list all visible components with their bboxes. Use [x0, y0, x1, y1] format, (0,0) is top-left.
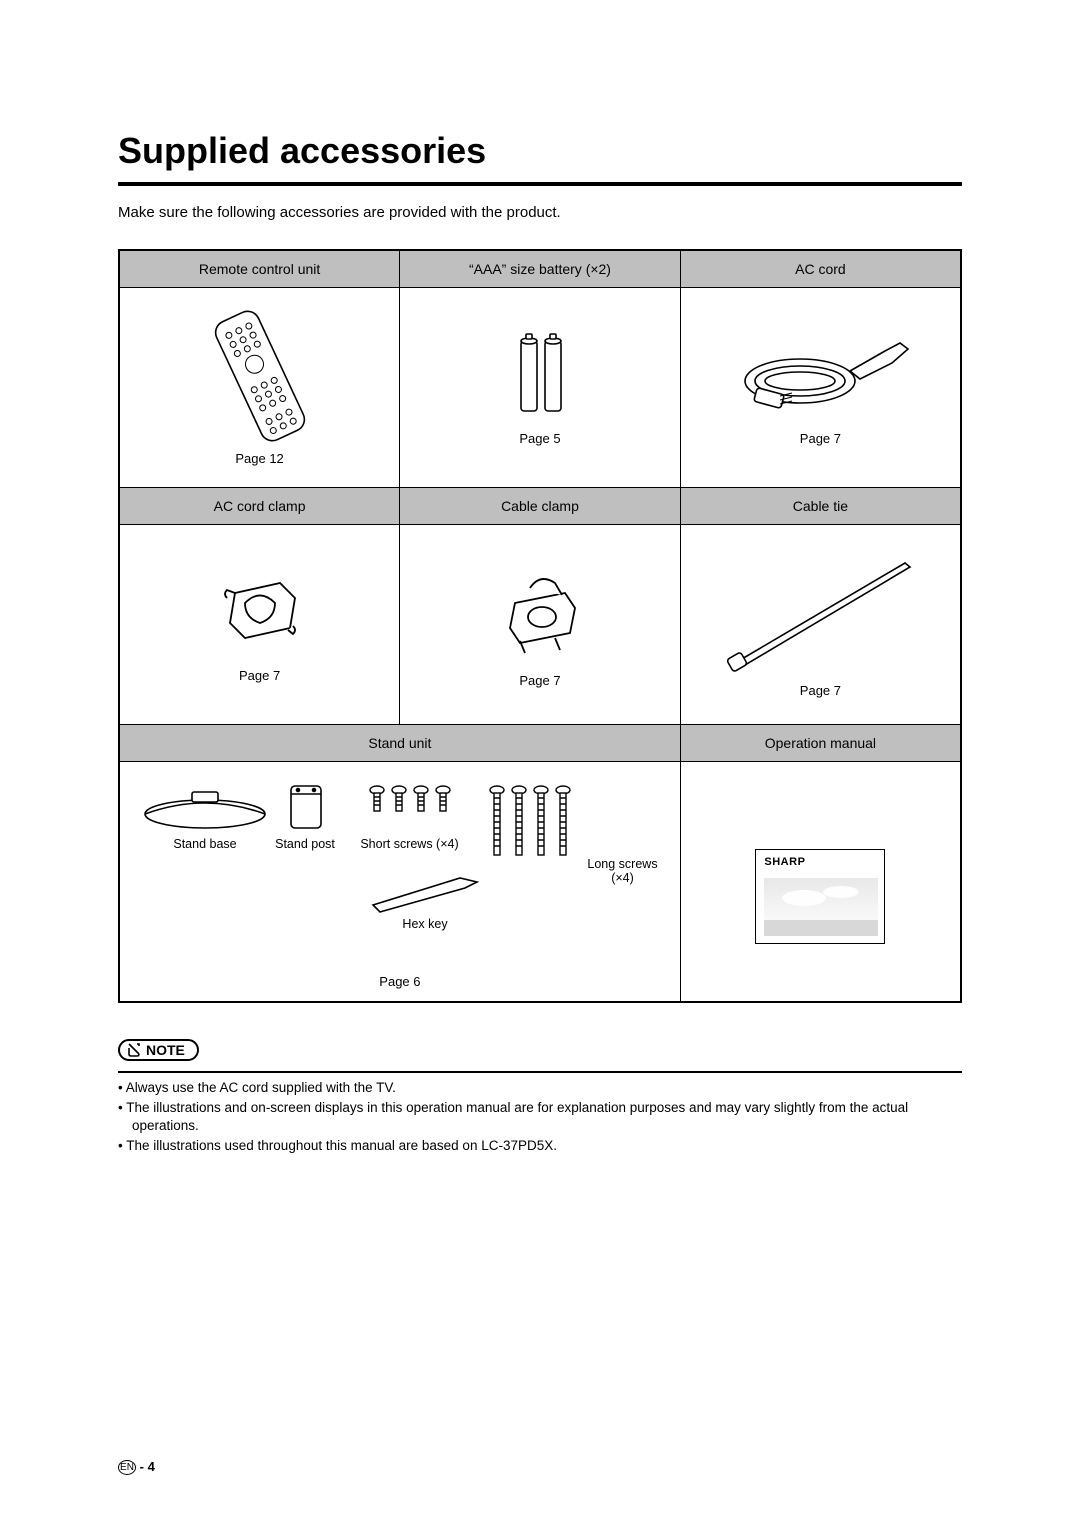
- note-item: The illustrations and on-screen displays…: [118, 1099, 962, 1135]
- page-ref-remote: Page 12: [120, 451, 399, 474]
- header-cable-tie: Cable tie: [680, 488, 961, 525]
- note-rule: [118, 1071, 962, 1073]
- page-ref-ac-cord: Page 7: [681, 431, 960, 454]
- stand-base-icon: [140, 782, 270, 832]
- header-cable-clamp: Cable clamp: [400, 488, 681, 525]
- cell-manual: SHARP: [680, 762, 961, 1002]
- note-icon: [126, 1042, 142, 1058]
- note-label: NOTE: [146, 1042, 185, 1058]
- label-short-screws: Short screws (×4): [352, 837, 467, 851]
- header-stand-unit: Stand unit: [119, 725, 680, 762]
- page-ref-ac-clamp: Page 7: [120, 668, 399, 691]
- label-long-screws: Long screws (×4): [580, 857, 665, 885]
- header-ac-cord: AC cord: [680, 250, 961, 288]
- cell-ac-clamp: Page 7: [119, 525, 400, 725]
- cell-cable-tie: Page 7: [680, 525, 961, 725]
- header-battery: “AAA” size battery (×2): [400, 250, 681, 288]
- page-ref-cable-clamp: Page 7: [400, 673, 680, 696]
- cell-battery: Page 5: [400, 288, 681, 488]
- cell-cable-clamp: Page 7: [400, 525, 681, 725]
- accessories-table: Remote control unit “AAA” size battery (…: [118, 249, 962, 1003]
- intro-text: Make sure the following accessories are …: [118, 204, 962, 221]
- header-manual: Operation manual: [680, 725, 961, 762]
- cable-tie-icon: [715, 543, 925, 683]
- footer-sep: -: [136, 1459, 148, 1474]
- ac-cord-icon: [720, 321, 920, 431]
- header-remote: Remote control unit: [119, 250, 400, 288]
- label-stand-base: Stand base: [160, 837, 250, 851]
- hex-key-icon: [365, 870, 485, 915]
- footer-lang: EN: [118, 1460, 136, 1475]
- page-footer: EN - 4: [118, 1459, 155, 1475]
- cell-remote: Page 12: [119, 288, 400, 488]
- remote-icon: [205, 301, 315, 451]
- page-ref-battery: Page 5: [400, 431, 680, 454]
- note-block: NOTE Always use the AC cord supplied wit…: [118, 1039, 962, 1156]
- battery-icon: [505, 321, 575, 431]
- short-screws-icon: [365, 782, 455, 827]
- header-ac-clamp: AC cord clamp: [119, 488, 400, 525]
- long-screws-icon: [485, 782, 575, 872]
- note-item: The illustrations used throughout this m…: [118, 1137, 962, 1155]
- title-rule: [118, 182, 962, 186]
- cell-stand-unit: Stand base Stand post: [119, 762, 680, 1002]
- page-ref-cable-tie: Page 7: [681, 683, 960, 706]
- cable-clamp-icon: [480, 553, 600, 673]
- footer-page: 4: [148, 1459, 155, 1474]
- manual-icon: SHARP: [755, 849, 885, 944]
- page-title: Supplied accessories: [118, 130, 962, 172]
- label-stand-post: Stand post: [270, 837, 340, 851]
- cell-ac-cord: Page 7: [680, 288, 961, 488]
- note-item: Always use the AC cord supplied with the…: [118, 1079, 962, 1097]
- stand-post-icon: [285, 780, 327, 835]
- label-hex-key: Hex key: [390, 917, 460, 931]
- note-badge: NOTE: [118, 1039, 199, 1061]
- note-list: Always use the AC cord supplied with the…: [118, 1079, 962, 1156]
- ac-clamp-icon: [205, 558, 315, 668]
- page-ref-stand: Page 6: [120, 974, 680, 989]
